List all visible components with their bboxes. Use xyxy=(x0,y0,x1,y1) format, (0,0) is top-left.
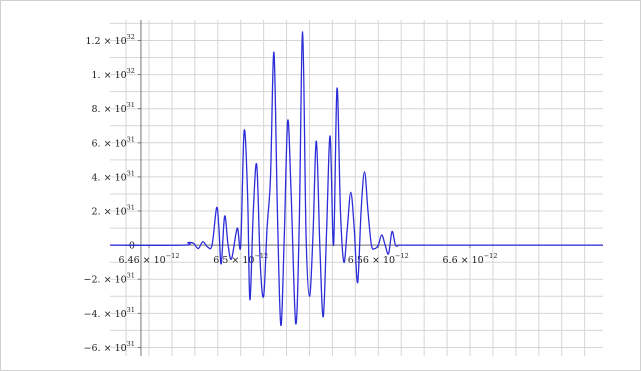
plot-area xyxy=(109,31,603,326)
y-tick-label: 8. × 1031 xyxy=(92,101,135,115)
y-tick-label: −2. × 1031 xyxy=(84,272,135,286)
y-tick-label: 0 xyxy=(129,241,135,252)
y-tick-label: −4. × 1031 xyxy=(84,306,135,320)
series-line xyxy=(109,31,603,326)
y-tick-label: 1. × 1032 xyxy=(92,67,135,81)
x-tick-label: 6.6 × 10−12 xyxy=(443,252,498,266)
y-tick-label: 2. × 1031 xyxy=(92,204,135,218)
y-tick-label: 4. × 1031 xyxy=(92,169,135,183)
x-tick-labels: 6.46 × 10−12 6.5 × 10−12 6.56 × 10−12 6.6 ×… xyxy=(118,252,497,266)
y-tick-labels: 1.2 × 1032 1. × 1032 8. × 1031 6. × 1031 4. … xyxy=(84,33,135,354)
grid xyxy=(110,20,603,356)
y-tick-label: 1.2 × 1032 xyxy=(85,33,134,47)
axes xyxy=(110,20,603,356)
x-tick-label: 6.5 × 10−12 xyxy=(213,252,268,266)
y-tick-label: −6. × 1031 xyxy=(84,340,135,354)
x-tick-label: 6.46 × 10−12 xyxy=(118,252,179,266)
x-tick-label: 6.56 × 10−12 xyxy=(348,252,409,266)
y-tick-label: 6. × 1031 xyxy=(92,135,135,149)
